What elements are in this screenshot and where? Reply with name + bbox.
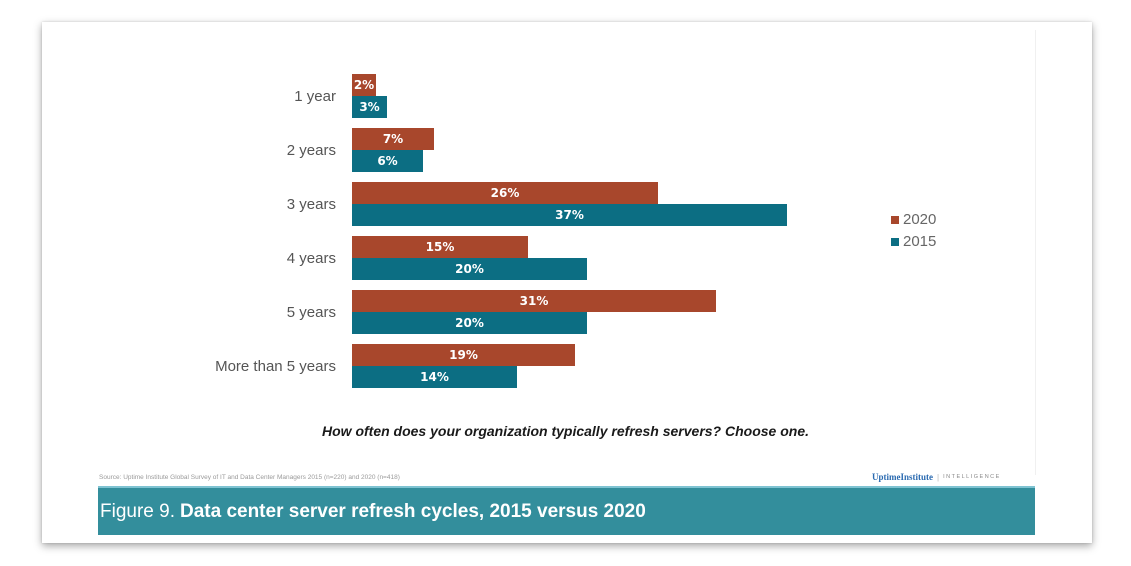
bar-value-label: 14%: [420, 370, 449, 384]
bar-value-label: 15%: [425, 240, 455, 254]
bar-2020: 26%: [352, 182, 658, 204]
footer-rule: [98, 486, 1035, 488]
bar-value-label: 2%: [353, 78, 375, 92]
bar-value-label: 20%: [455, 262, 484, 276]
bar-2015: 20%: [352, 312, 587, 334]
bar-value-label: 20%: [455, 316, 484, 330]
category-label: More than 5 years: [215, 358, 336, 375]
bar-value-label: 6%: [377, 154, 398, 168]
bar-2015: 20%: [352, 258, 587, 280]
brand-name: UptimeInstitute: [872, 472, 933, 482]
figure-number: Figure 9.: [100, 500, 175, 522]
bar-2020: 2%: [352, 74, 376, 96]
bar-value-label: 19%: [449, 348, 478, 362]
brand-logo: UptimeInstitute | INTELLIGENCE: [872, 472, 1001, 482]
legend-swatch: [891, 215, 899, 224]
category-label: 4 years: [286, 250, 336, 267]
bar-2015: 37%: [352, 204, 787, 226]
brand-tag: INTELLIGENCE: [943, 474, 1001, 480]
figure-title: Data center server refresh cycles, 2015 …: [179, 500, 646, 522]
category-label: 5 years: [286, 304, 336, 321]
bar-value-label: 37%: [555, 208, 584, 222]
bar-value-label: 26%: [490, 186, 520, 200]
legend-swatch: [891, 237, 899, 246]
bar-2020: 15%: [352, 236, 528, 258]
legend-label: 2015: [903, 233, 937, 250]
category-label: 1 year: [294, 88, 336, 105]
legend-item-2020: 2020: [891, 211, 936, 228]
bar-value-label: 3%: [359, 100, 380, 114]
bar-value-label: 7%: [382, 132, 404, 146]
inner-border: [1035, 30, 1036, 475]
brand-separator: |: [937, 472, 940, 482]
category-label: 2 years: [286, 142, 336, 159]
figure-caption-bar: Figure 9. Data center server refresh cyc…: [98, 488, 1035, 535]
figure-card: [42, 22, 1092, 543]
legend-label: 2020: [903, 211, 937, 228]
bar-2015: 6%: [352, 150, 423, 172]
bar-2020: 19%: [352, 344, 575, 366]
legend-item-2015: 2015: [891, 233, 936, 250]
bar-2015: 14%: [352, 366, 517, 388]
bar-2015: 3%: [352, 96, 387, 118]
bar-2020: 7%: [352, 128, 434, 150]
source-note: Source: Uptime Institute Global Survey o…: [99, 474, 400, 481]
chart-question: How often does your organization typical…: [322, 423, 809, 439]
category-label: 3 years: [286, 196, 336, 213]
bar-2020: 31%: [352, 290, 716, 312]
bar-value-label: 31%: [519, 294, 549, 308]
